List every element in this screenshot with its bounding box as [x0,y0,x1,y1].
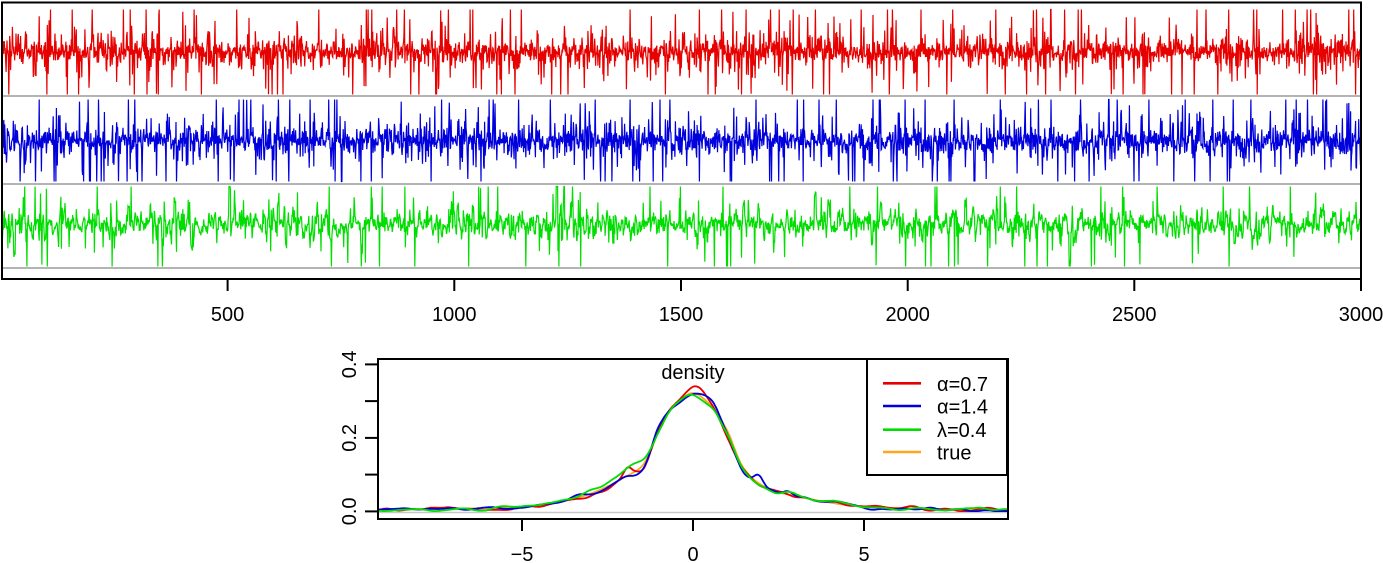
svg-text:0.0: 0.0 [339,497,361,525]
svg-text:α=1.4: α=1.4 [937,397,988,419]
svg-text:−5: −5 [511,544,534,563]
svg-text:0.4: 0.4 [339,350,361,378]
svg-text:2500: 2500 [1112,304,1157,326]
svg-text:density: density [661,362,724,384]
svg-text:λ=0.4: λ=0.4 [937,420,986,442]
svg-text:1000: 1000 [432,304,477,326]
svg-text:5: 5 [858,544,869,563]
svg-text:2000: 2000 [885,304,930,326]
svg-text:true: true [937,443,971,465]
svg-text:0: 0 [687,544,698,563]
svg-text:1500: 1500 [659,304,704,326]
svg-text:0.2: 0.2 [339,424,361,452]
svg-text:500: 500 [211,304,244,326]
svg-text:3000: 3000 [1339,304,1383,326]
svg-text:α=0.7: α=0.7 [937,374,988,396]
